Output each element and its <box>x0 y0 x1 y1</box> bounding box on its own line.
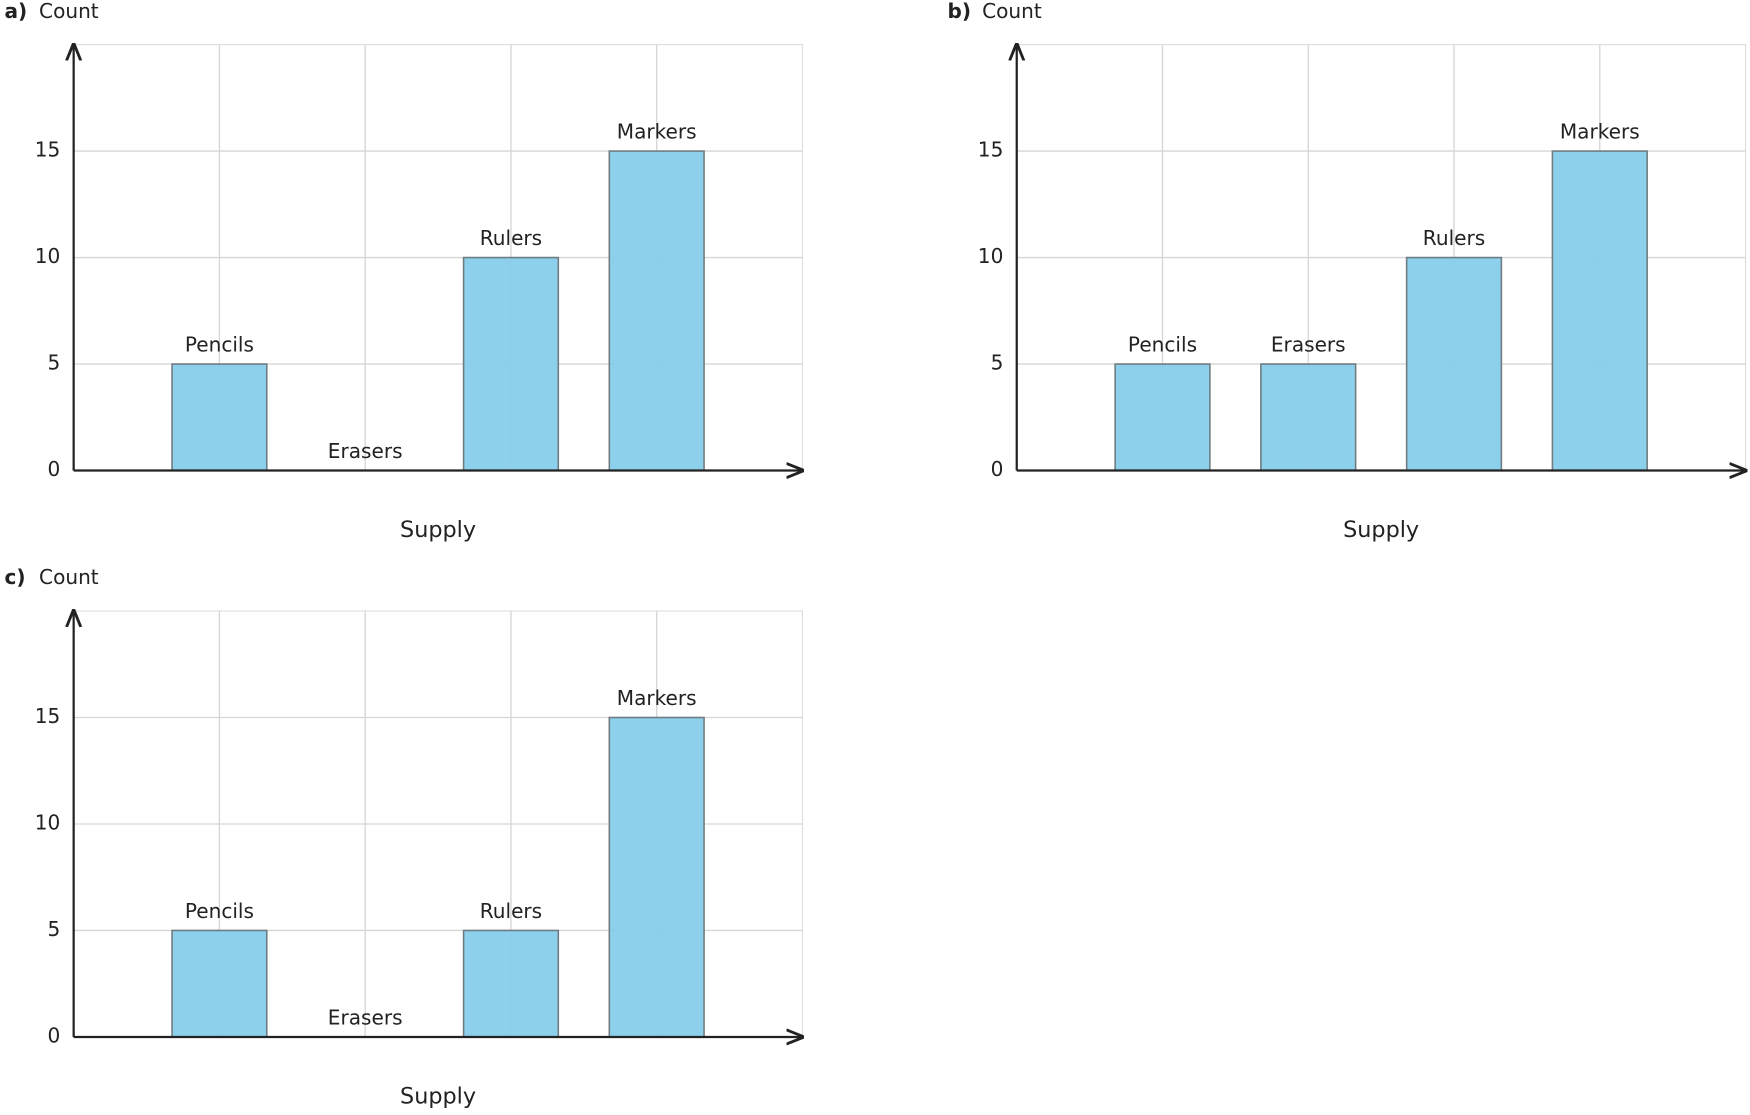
bar <box>608 150 705 472</box>
y-tick-label: 10 <box>978 244 1004 268</box>
bar <box>1114 363 1211 472</box>
bar-label: Pencils <box>1128 333 1197 357</box>
panel-label: b) <box>948 0 972 23</box>
y-tick-label: 10 <box>35 244 61 268</box>
bar <box>462 256 560 472</box>
bar-label: Rulers <box>1423 226 1485 250</box>
panel-label: c) <box>4 565 25 589</box>
panel: c) Count Supply 0 5 10 15 Pencils Erasers Rulers M… <box>4 565 802 1110</box>
y-axis-label: Count <box>982 0 1042 23</box>
panel: a) Count Supply 0 5 10 15 Pencils Erasers Rulers M… <box>4 0 802 543</box>
bar-label: Markers <box>617 120 697 144</box>
y-tick-label: 15 <box>35 704 61 728</box>
bar <box>1551 150 1648 472</box>
y-tick-label: 0 <box>991 457 1004 481</box>
y-tick-label: 0 <box>47 1023 60 1047</box>
bar-label: Erasers <box>1271 333 1346 357</box>
bar-label: Pencils <box>185 899 254 923</box>
y-tick-label: 0 <box>47 457 60 481</box>
bar-label: Markers <box>1560 120 1640 144</box>
bar-label: Rulers <box>480 226 542 250</box>
bar <box>462 929 560 1038</box>
bar-label: Erasers <box>328 439 403 463</box>
bar-label: Pencils <box>185 333 254 357</box>
bar-label: Rulers <box>480 899 542 923</box>
panel: b) Count Supply 0 5 10 15 Pencils Erasers Rulers M… <box>948 0 1746 543</box>
y-tick-label: 5 <box>47 917 60 941</box>
bar <box>1405 256 1503 472</box>
bar-label: Erasers <box>328 1006 403 1030</box>
bar-label: Markers <box>617 686 697 710</box>
bar <box>608 716 705 1038</box>
y-tick-label: 15 <box>35 138 61 162</box>
y-axis-label: Count <box>39 0 99 23</box>
bar <box>171 929 268 1038</box>
bar <box>171 363 268 472</box>
y-tick-label: 15 <box>978 138 1004 162</box>
x-axis-label: Supply <box>400 1084 476 1110</box>
y-axis-label: Count <box>39 565 99 589</box>
y-tick-label: 5 <box>47 351 60 375</box>
x-axis-label: Supply <box>1343 517 1419 543</box>
bar <box>1260 363 1357 472</box>
y-tick-label: 5 <box>991 351 1004 375</box>
panel-label: a) <box>4 0 27 23</box>
x-axis-label: Supply <box>400 517 476 543</box>
y-tick-label: 10 <box>35 810 61 834</box>
